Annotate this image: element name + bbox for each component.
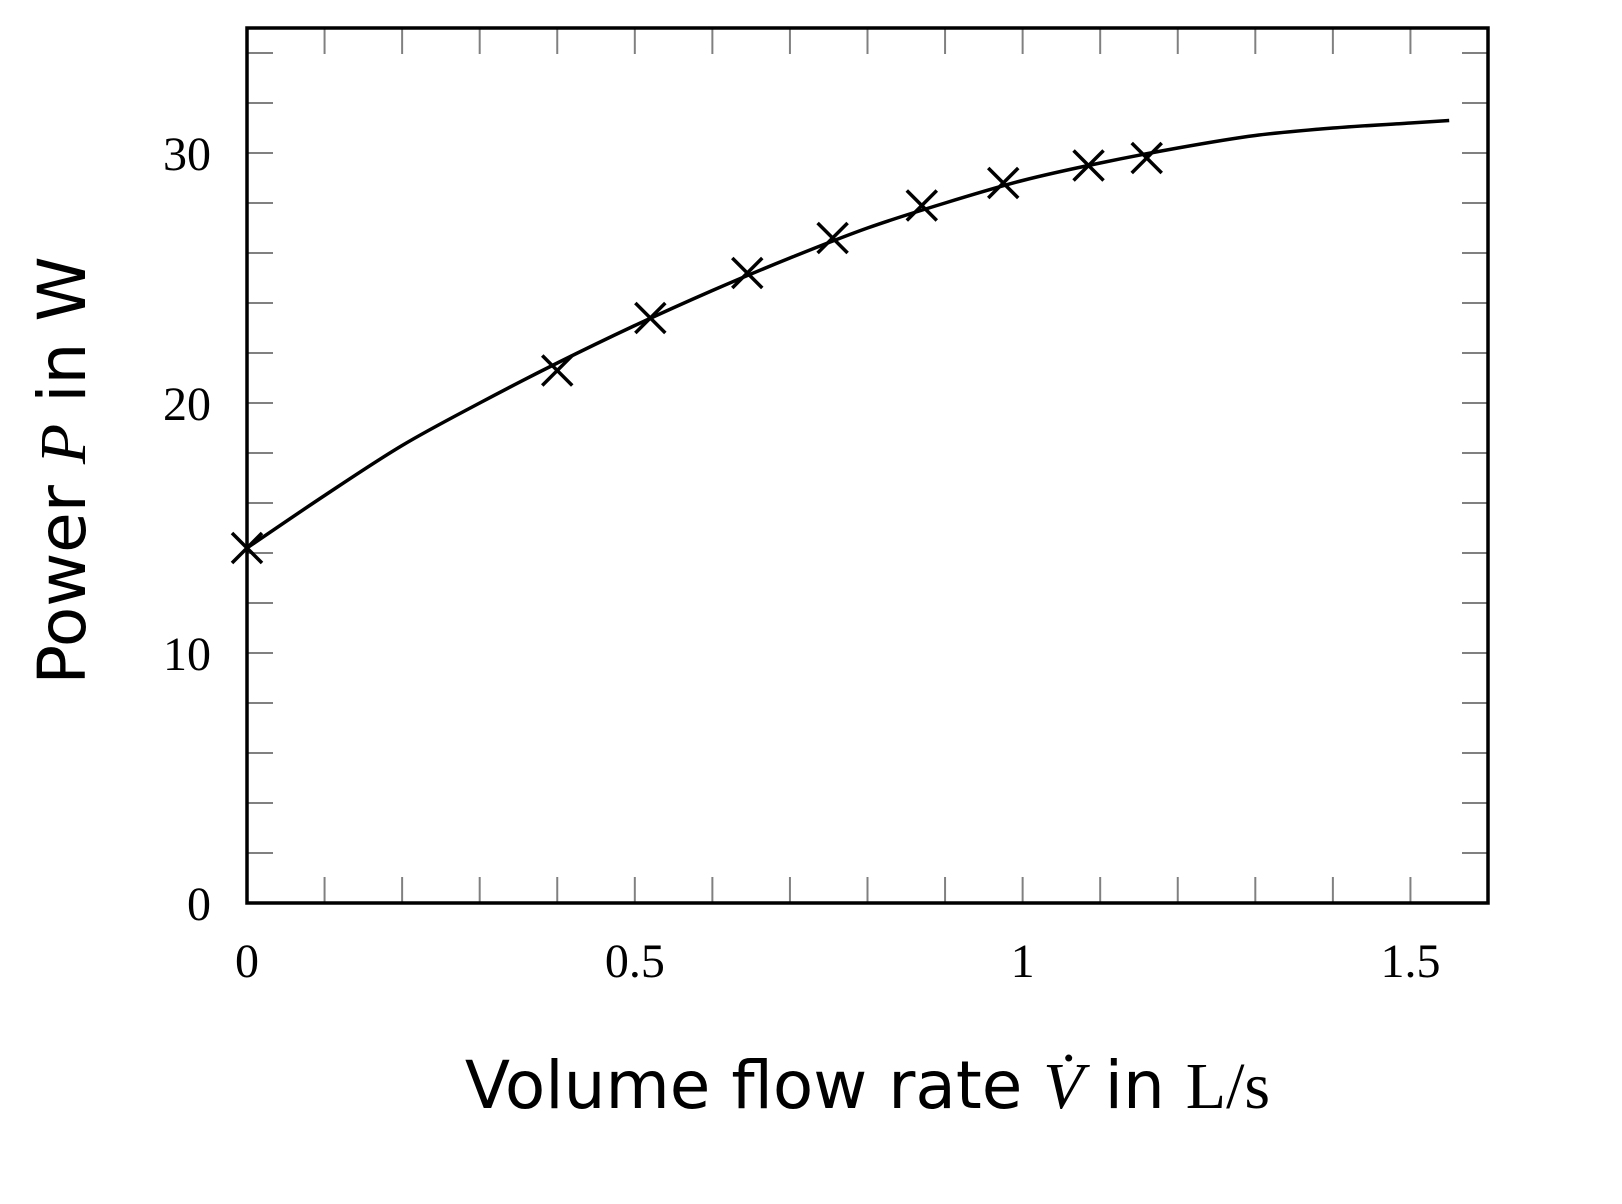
fit-curve (246, 118, 1450, 550)
y-axis-title-prefix: Power (24, 464, 101, 685)
y-tick-label: 20 (163, 378, 211, 431)
y-axis-title-symbol: P (27, 424, 100, 465)
fit-curve-layer (246, 118, 1450, 550)
tick-marks (246, 28, 1489, 904)
data-markers (230, 141, 1163, 565)
data-point-marker (731, 256, 764, 290)
y-axis-title-unit: W (24, 256, 101, 321)
data-point-marker (905, 189, 939, 222)
x-axis-title-prefix: Volume flow rate (465, 1047, 1043, 1124)
data-point-marker (1072, 149, 1105, 182)
x-tick-label: 0 (235, 935, 259, 988)
data-point-marker (986, 166, 1020, 200)
tick-labels: 0 0.5 1 1.5 0 10 20 30 (163, 128, 1440, 988)
plot-frame (245, 26, 1490, 905)
x-axis-title-unit: L/s (1186, 1050, 1270, 1123)
x-axis-title: Volume flow rate V̇ in L/s (465, 1047, 1270, 1124)
data-point-marker (541, 354, 574, 387)
x-axis-title-symbol: V̇ (1043, 1050, 1090, 1123)
y-axis-title-mid: in (24, 322, 101, 424)
y-tick-label: 30 (163, 128, 211, 181)
data-point-marker (634, 301, 667, 335)
data-point-marker (1130, 141, 1163, 175)
y-axis-title: Power P in W (24, 256, 101, 684)
x-tick-label: 1 (1011, 935, 1035, 988)
x-tick-label: 1.5 (1380, 935, 1440, 988)
y-tick-label: 10 (163, 628, 211, 681)
y-tick-label: 0 (187, 878, 211, 931)
data-point-marker (816, 221, 849, 255)
x-tick-label: 0.5 (605, 935, 665, 988)
x-axis-title-mid: in (1084, 1047, 1186, 1124)
